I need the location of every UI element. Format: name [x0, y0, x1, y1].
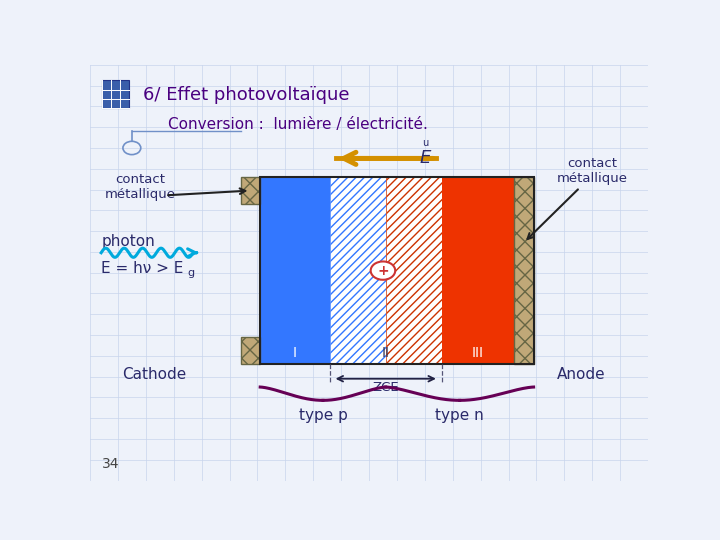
Text: Cathode: Cathode	[122, 367, 186, 382]
Bar	[240, 337, 260, 364]
Text: III: III	[472, 346, 484, 360]
Text: type n: type n	[436, 408, 484, 423]
Text: contact
métallique: contact métallique	[104, 173, 176, 201]
Text: 34: 34	[102, 457, 120, 471]
Text: u: u	[422, 138, 428, 148]
Bar	[330, 177, 386, 364]
Text: photon: photon	[101, 234, 155, 249]
Bar	[240, 177, 260, 204]
Text: Conversion :  lumière / électricité.: Conversion : lumière / électricité.	[168, 117, 428, 132]
Text: II: II	[382, 346, 390, 360]
Bar	[386, 177, 441, 364]
Bar	[514, 177, 534, 364]
Text: contact
métallique: contact métallique	[557, 157, 628, 185]
Text: type p: type p	[299, 408, 348, 423]
Circle shape	[371, 261, 395, 280]
Text: +: +	[377, 264, 389, 278]
Text: I: I	[293, 346, 297, 360]
Text: E = hν > E: E = hν > E	[101, 261, 184, 276]
Bar	[386, 177, 441, 364]
Text: ZCE: ZCE	[372, 381, 399, 394]
Text: 6/ Effet photovoltaïque: 6/ Effet photovoltaïque	[143, 86, 349, 104]
Text: Anode: Anode	[557, 367, 606, 382]
Bar	[441, 177, 514, 364]
Text: E: E	[419, 150, 431, 167]
Bar	[260, 177, 330, 364]
Text: g: g	[188, 268, 195, 278]
Bar	[330, 177, 386, 364]
Bar	[102, 80, 129, 109]
Bar	[260, 177, 534, 364]
